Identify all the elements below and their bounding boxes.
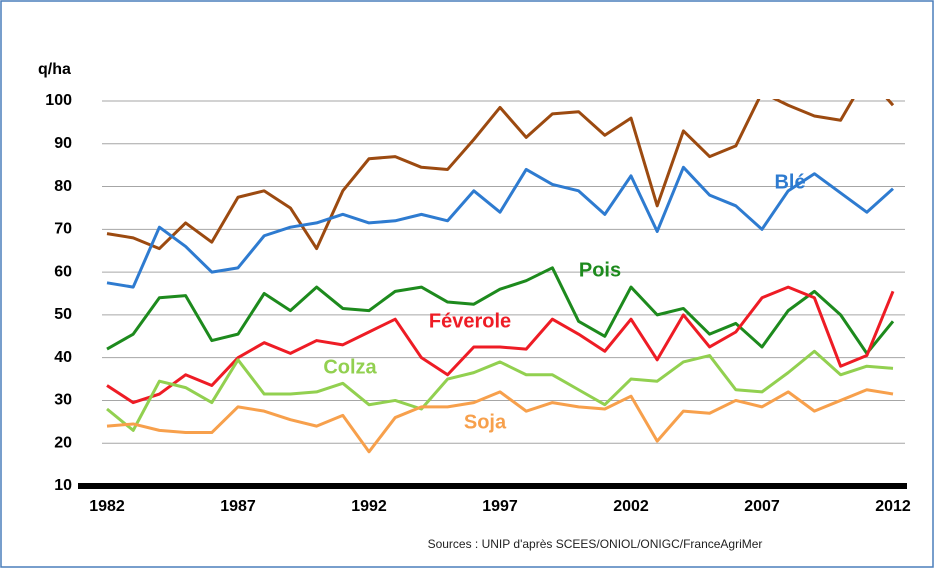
- series-label: Soja: [464, 411, 507, 433]
- y-axis-label: q/ha: [38, 61, 71, 78]
- series-line: [106, 165, 895, 289]
- y-tick-label: 60: [54, 263, 72, 280]
- y-tick-label: 90: [54, 135, 72, 152]
- series-line: [106, 285, 895, 405]
- series-label: Blé: [774, 171, 805, 193]
- series-line: [106, 349, 894, 432]
- y-tick-label: 10: [54, 477, 72, 494]
- series-line: [106, 388, 894, 454]
- x-tick-label: 1997: [482, 498, 518, 515]
- series-label: Pois: [579, 259, 621, 281]
- y-tick-label: 70: [54, 221, 72, 238]
- y-tick-label: 100: [45, 92, 72, 109]
- lines: [106, 99, 895, 454]
- y-tick-label: 40: [54, 349, 72, 366]
- y-tick-label: 80: [54, 178, 72, 195]
- series-line: [106, 266, 895, 355]
- y-tick-label: 30: [54, 392, 72, 409]
- x-tick-label: 2012: [875, 498, 911, 515]
- series-label: Colza: [323, 356, 377, 378]
- x-tick-label: 1992: [351, 498, 387, 515]
- series-label: Féverole: [429, 310, 511, 332]
- x-axis: [78, 483, 907, 489]
- x-tick-label: 2007: [744, 498, 780, 515]
- y-tick-label: 50: [54, 306, 72, 323]
- x-tick-label: 2002: [613, 498, 649, 515]
- source-note: Sources : UNIP d'après SCEES/ONIOL/ONIGC…: [428, 537, 763, 551]
- y-tick-label: 20: [54, 434, 72, 451]
- series-line: [106, 99, 895, 251]
- grid: [78, 100, 907, 489]
- x-tick-label: 1982: [89, 498, 125, 515]
- x-tick-label: 1987: [220, 498, 256, 515]
